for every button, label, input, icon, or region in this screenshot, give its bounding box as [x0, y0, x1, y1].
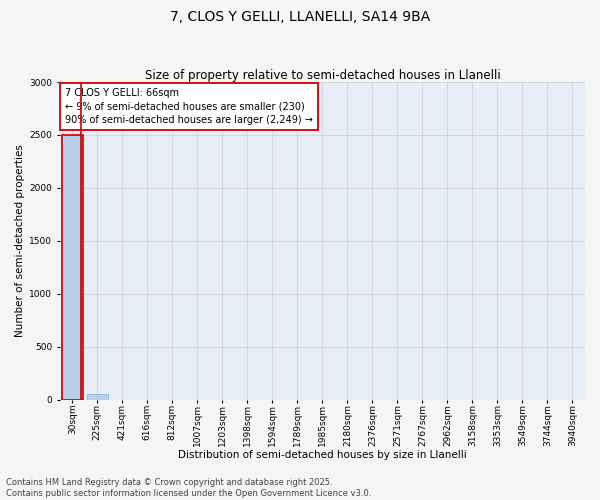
Title: Size of property relative to semi-detached houses in Llanelli: Size of property relative to semi-detach…	[145, 69, 500, 82]
Bar	[62, 135, 83, 400]
Bar	[86, 394, 108, 400]
Text: 7 CLOS Y GELLI: 66sqm
← 9% of semi-detached houses are smaller (230)
90% of semi: 7 CLOS Y GELLI: 66sqm ← 9% of semi-detac…	[65, 88, 313, 125]
Text: Contains HM Land Registry data © Crown copyright and database right 2025.
Contai: Contains HM Land Registry data © Crown c…	[6, 478, 371, 498]
Y-axis label: Number of semi-detached properties: Number of semi-detached properties	[15, 144, 25, 337]
X-axis label: Distribution of semi-detached houses by size in Llanelli: Distribution of semi-detached houses by …	[178, 450, 467, 460]
Text: 7, CLOS Y GELLI, LLANELLI, SA14 9BA: 7, CLOS Y GELLI, LLANELLI, SA14 9BA	[170, 10, 430, 24]
